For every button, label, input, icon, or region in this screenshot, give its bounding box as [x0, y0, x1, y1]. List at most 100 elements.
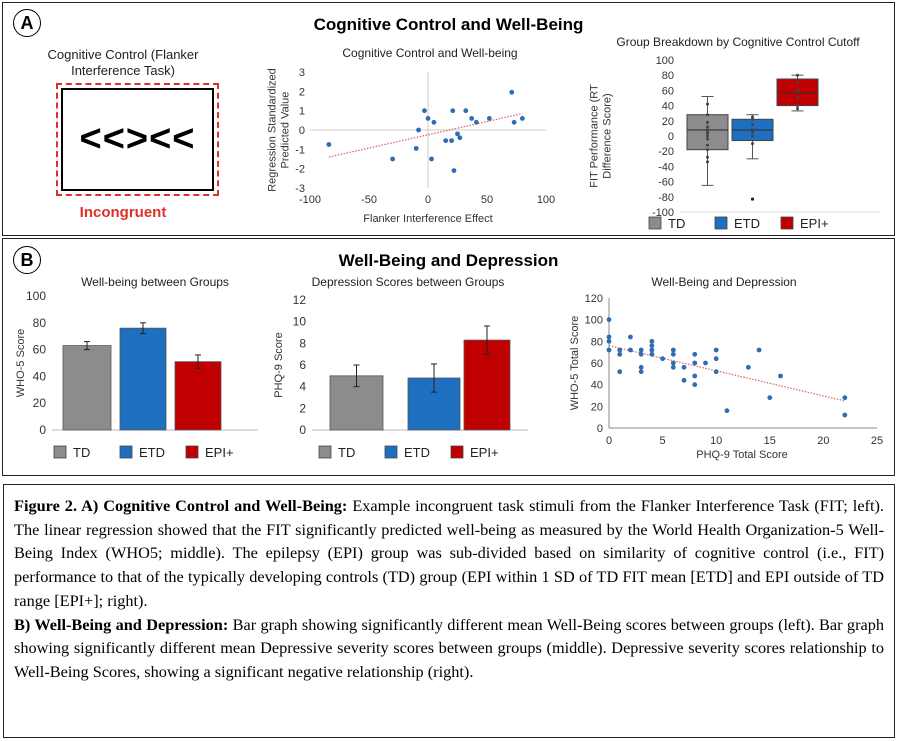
y-tick-label: 10: [293, 315, 307, 329]
data-point: [509, 89, 515, 95]
data-point: [670, 351, 676, 357]
data-point: [649, 351, 655, 357]
x-tick-label: 15: [764, 435, 776, 447]
y-tick-label: 2: [299, 401, 306, 415]
trend-line: [328, 112, 523, 158]
y-tick-label: -1: [295, 144, 305, 156]
y-tick-label: 0: [597, 423, 603, 435]
data-point: [486, 116, 492, 121]
data-point: [796, 107, 799, 111]
data-point: [796, 73, 799, 77]
x-tick-label: 0: [425, 194, 431, 206]
y-tick-label: 60: [33, 343, 47, 357]
data-point: [429, 156, 434, 162]
x-tick-label: 50: [481, 194, 493, 206]
y-tick-label: 4: [299, 380, 306, 394]
data-point: [450, 108, 456, 114]
data-point: [606, 317, 612, 323]
data-point: [745, 364, 751, 370]
data-point: [706, 160, 709, 164]
legend-label-td: TD: [73, 445, 90, 460]
legend-label-etd: ETD: [404, 445, 430, 460]
x-tick-label: -50: [361, 194, 377, 206]
data-point: [638, 364, 644, 370]
data-point: [796, 104, 799, 108]
y-tick-label: -2: [295, 164, 305, 176]
data-point: [649, 343, 655, 349]
data-point: [706, 125, 709, 129]
data-point: [670, 347, 676, 353]
data-point: [628, 334, 633, 340]
data-point: [660, 356, 665, 362]
data-point: [463, 108, 469, 114]
data-point: [326, 142, 332, 147]
y-tick-label: 0: [299, 423, 306, 437]
panel-a-title: Cognitive Control and Well-Being: [313, 15, 584, 34]
y-tick-label: 100: [26, 289, 46, 303]
data-point: [751, 117, 754, 121]
data-point: [449, 138, 454, 144]
y-tick-label: -80: [658, 192, 674, 204]
legend-label-etd: ETD: [734, 216, 760, 231]
panel-b-title: Well-Being and Depression: [338, 251, 559, 270]
data-point: [649, 338, 655, 344]
data-point: [455, 131, 460, 137]
y-axis-label: Difference Score): [602, 93, 614, 178]
y-axis-label: WHO-5 Score: [15, 329, 27, 397]
data-point: [706, 143, 709, 147]
y-tick-label: 60: [591, 358, 603, 370]
y-tick-label: 6: [299, 358, 306, 372]
panel-b: B Well-Being and Depression: [2, 238, 895, 476]
panel-a-letter: A: [13, 9, 41, 37]
y-tick-label: 0: [299, 125, 305, 137]
mean-marker-etd: ×: [750, 126, 755, 135]
data-point: [778, 373, 783, 379]
x-tick-label: 100: [537, 194, 555, 206]
y-axis-label: PHQ-9 Score: [273, 332, 285, 397]
x-axis-label: Flanker Interference Effect: [363, 213, 492, 225]
y-tick-label: 20: [662, 116, 674, 128]
y-tick-label: 0: [668, 131, 674, 143]
flanker-stimulus: <<><<: [79, 118, 196, 160]
outlier-point: [750, 197, 755, 201]
data-point: [751, 134, 754, 138]
data-point: [703, 360, 708, 366]
y-tick-label: 8: [299, 336, 306, 350]
y-tick-label: 80: [33, 316, 47, 330]
legend-label-etd: ETD: [139, 445, 165, 460]
y-tick-label: 100: [656, 55, 674, 67]
data-point: [713, 369, 719, 375]
y-tick-label: 1: [299, 106, 305, 118]
panel-b-letter: B: [13, 246, 41, 274]
bar-epiplus: [174, 361, 222, 431]
data-point: [617, 347, 623, 353]
data-point: [416, 127, 421, 133]
y-tick-label: 80: [662, 70, 674, 82]
data-point: [706, 102, 709, 106]
data-point: [638, 369, 644, 375]
caption-b-text: Bar graph showing significantly differen…: [14, 614, 884, 681]
legend-swatch-epiplus: [450, 445, 464, 459]
y-axis-label: WHO-5 Total Score: [569, 316, 581, 411]
x-axis-label: PHQ-9 Total Score: [696, 449, 788, 461]
caption-a-lead: Figure 2. A) Cognitive Control and Well-…: [14, 496, 348, 515]
bar-epiplus: [463, 339, 511, 431]
data-point: [422, 108, 427, 114]
y-tick-label: 60: [662, 85, 674, 97]
data-point: [706, 134, 709, 138]
y-tick-label: 2: [299, 86, 305, 98]
data-point: [692, 351, 698, 357]
panel-a: A Cognitive Control and Well-Being Cogni…: [2, 2, 895, 236]
data-point: [751, 115, 754, 119]
data-point: [692, 360, 698, 366]
chart-title: Well-being between Groups: [81, 275, 229, 289]
data-point: [842, 395, 848, 401]
x-tick-label: 0: [606, 435, 612, 447]
legend-swatch-etd: [384, 445, 398, 459]
data-point: [706, 128, 709, 132]
data-point: [751, 123, 754, 127]
chart-title: Well-Being and Depression: [651, 275, 796, 289]
y-tick-label: -60: [658, 177, 674, 189]
data-point: [842, 412, 848, 418]
y-tick-label: 12: [293, 293, 307, 307]
